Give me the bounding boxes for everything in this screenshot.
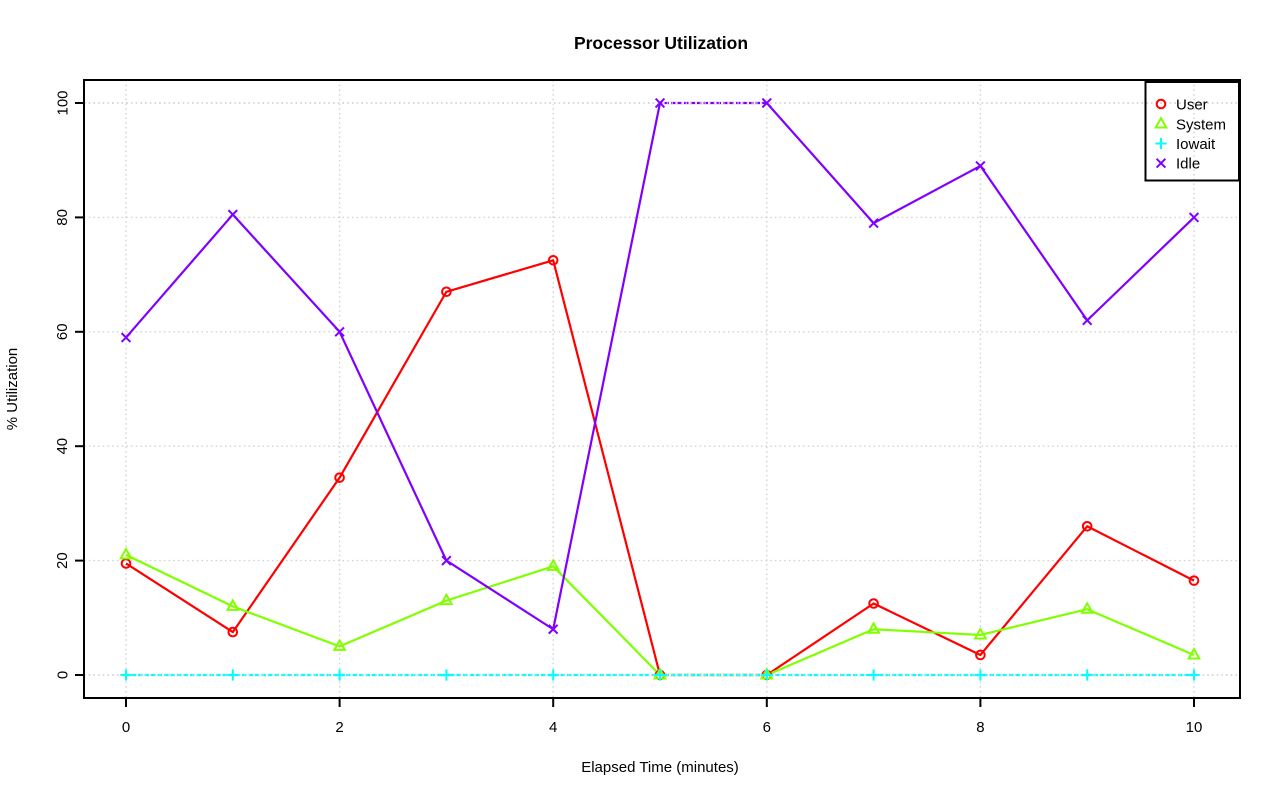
legend-user-marker xyxy=(1155,98,1167,110)
series-user-line xyxy=(125,259,1195,677)
series-user-marker xyxy=(547,254,559,266)
x-tick-label: 2 xyxy=(335,719,343,736)
series-system-marker xyxy=(118,546,134,560)
x-tick-label: 10 xyxy=(1186,719,1203,736)
series-iowait-marker xyxy=(1188,669,1200,681)
series-system-line xyxy=(125,553,1195,677)
series-idle-marker xyxy=(441,555,452,566)
x-tick-label: 6 xyxy=(763,719,771,736)
series-system-marker xyxy=(866,621,881,634)
gridline-overlay xyxy=(84,101,1240,677)
series-iowait-marker xyxy=(1081,669,1093,681)
legend-iowait-marker xyxy=(1155,137,1167,150)
x-tick-label: 8 xyxy=(976,719,984,736)
grid-layer xyxy=(84,80,1240,698)
x-tick-label: 0 xyxy=(122,719,130,736)
y-tick-label: 100 xyxy=(54,90,71,115)
series-iowait-marker xyxy=(440,669,452,681)
series-iowait-marker xyxy=(868,669,880,681)
series-idle-line xyxy=(125,101,1195,631)
series-system-marker xyxy=(973,627,988,640)
series-iowait-marker xyxy=(120,669,132,681)
series-iowait-marker xyxy=(761,669,773,681)
series-user-marker xyxy=(975,649,986,661)
series-system-marker xyxy=(225,598,240,611)
series-iowait-marker xyxy=(227,669,239,681)
legend-iowait-label: Iowait xyxy=(1176,136,1216,153)
plot-border xyxy=(83,79,1241,699)
series-user-marker xyxy=(1081,520,1093,532)
legend-system-label: System xyxy=(1176,116,1226,133)
y-tick-label: 80 xyxy=(54,209,71,226)
series-iowait-marker xyxy=(334,669,346,681)
series-system-marker xyxy=(1080,601,1095,614)
y-tick-label: 60 xyxy=(54,323,71,340)
series-iowait-marker xyxy=(974,669,986,681)
legend-idle-marker xyxy=(1155,158,1167,169)
series-idle-marker xyxy=(120,332,132,343)
series-iowait-marker xyxy=(547,669,559,681)
series-idle-marker xyxy=(975,160,986,172)
series-idle-marker xyxy=(548,624,559,635)
series-idle-marker xyxy=(227,209,238,220)
legend: User System Iowait Idle xyxy=(1144,81,1240,182)
series-idle-marker xyxy=(1082,315,1093,326)
series-markers xyxy=(118,97,1202,681)
x-axis-label: Elapsed Time (minutes) xyxy=(581,759,739,776)
legend-box xyxy=(1144,81,1240,182)
series-idle-marker xyxy=(1188,212,1200,223)
y-tick-label: 40 xyxy=(54,438,71,455)
series-user-marker xyxy=(227,626,239,638)
legend-idle-label: Idle xyxy=(1176,155,1200,172)
chart-title: Processor Utilization xyxy=(574,33,748,53)
series-system-marker xyxy=(439,592,454,606)
series-idle-marker xyxy=(868,218,879,229)
series-iowait-marker xyxy=(654,669,666,681)
series-user-marker xyxy=(441,286,452,298)
series-idle-marker xyxy=(654,97,666,109)
series-user-marker xyxy=(334,472,345,483)
series-idle-marker xyxy=(761,97,772,109)
series-system-marker xyxy=(1186,647,1202,660)
series-lines xyxy=(125,101,1195,677)
x-tick-label: 4 xyxy=(549,719,557,736)
series-idle-marker xyxy=(334,326,345,337)
legend-user-label: User xyxy=(1176,96,1208,113)
y-tick-label: 20 xyxy=(54,552,71,569)
y-tick-label: 0 xyxy=(54,671,71,679)
legend-system-marker xyxy=(1153,116,1169,129)
y-axis-label: % Utilization xyxy=(4,348,21,431)
series-user-marker xyxy=(1188,575,1200,586)
series-system-marker xyxy=(546,558,561,571)
series-system-marker xyxy=(332,638,347,651)
series-user-marker xyxy=(868,598,879,609)
